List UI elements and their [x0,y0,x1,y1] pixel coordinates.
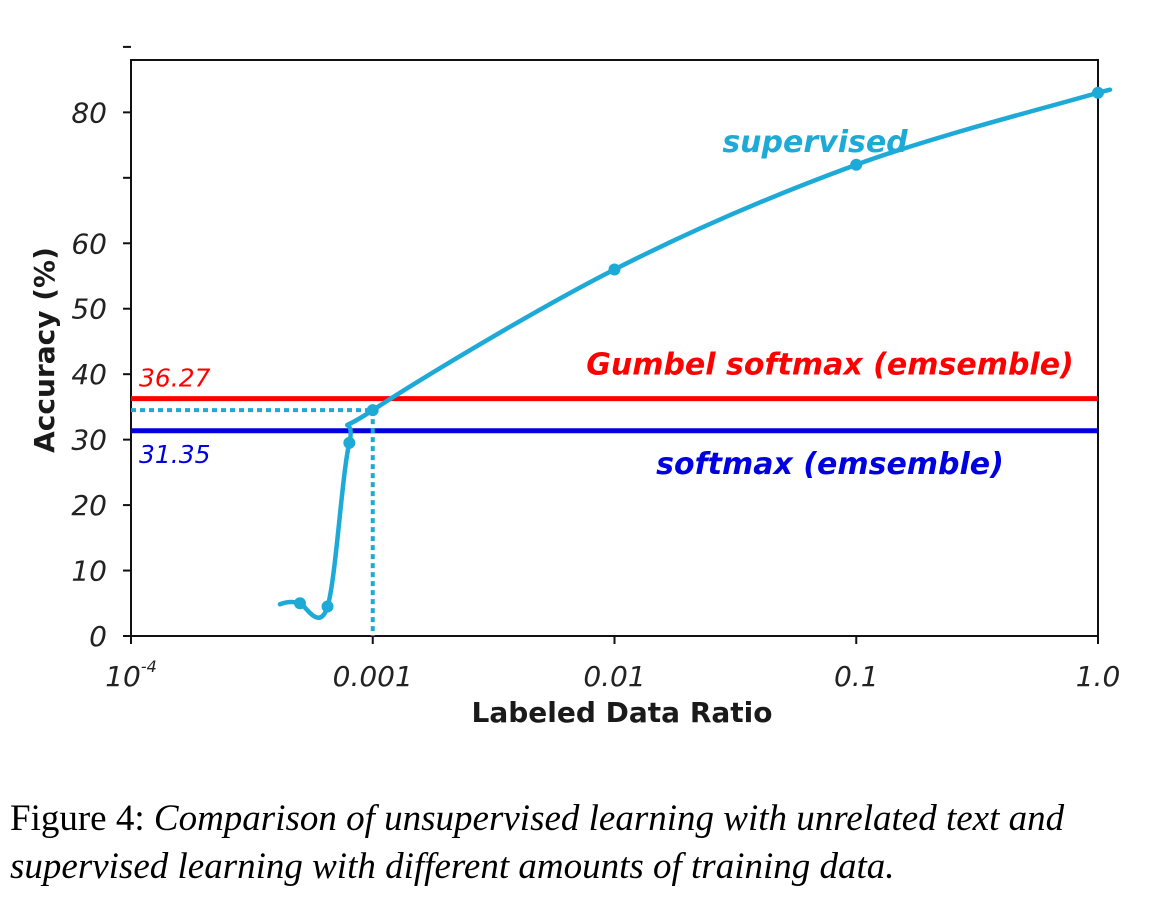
y-tick-label: 30 [71,424,107,457]
y-tick-label: 60 [71,227,107,260]
data-point [1092,86,1104,99]
y-tick-label: 80 [71,96,107,129]
plot-area: 0 10 20 30 40 50 60 80 10-4 0.001 0.01 0.1 1.0 36.27 G… [71,45,1121,693]
data-point [293,597,306,610]
caption-label: Figure 4: [10,798,145,839]
y-tick-label: 50 [71,293,107,326]
series-label: supervised [722,125,908,160]
figure-caption: Figure 4: Comparison of unsupervised lea… [10,795,1145,891]
reference-value-label: 36.27 [139,364,211,393]
y-tick-label: 20 [71,489,107,522]
y-tick-label: 10 [71,555,107,588]
chart: 0 10 20 30 40 50 60 80 10-4 0.001 0.01 0.1 1.0 36.27 G… [28,45,1121,729]
y-tick-label: 40 [71,358,107,391]
data-point [850,158,863,171]
data-point [343,436,356,449]
x-tick-label: 1.0 [1076,660,1121,693]
reference-name-label: Gumbel softmax (emsemble) [586,348,1074,383]
data-point [608,263,621,276]
reference-name-label: softmax (emsemble) [656,447,1004,482]
data-point [366,404,379,417]
data-point [321,600,334,613]
y-tick-label: 0 [89,620,107,653]
x-tick-label: 10-4 [105,657,157,693]
reference-value-label: 31.35 [139,440,211,469]
x-tick-label: 0.01 [583,660,645,693]
x-tick-label: 0.1 [834,660,879,693]
caption-text: Comparison of unsupervised learning with… [10,798,1065,887]
x-axis-title: Labeled Data Ratio [472,696,773,729]
x-tick-label: 0.001 [333,660,413,693]
y-axis-title: Accuracy (%) [28,247,61,453]
